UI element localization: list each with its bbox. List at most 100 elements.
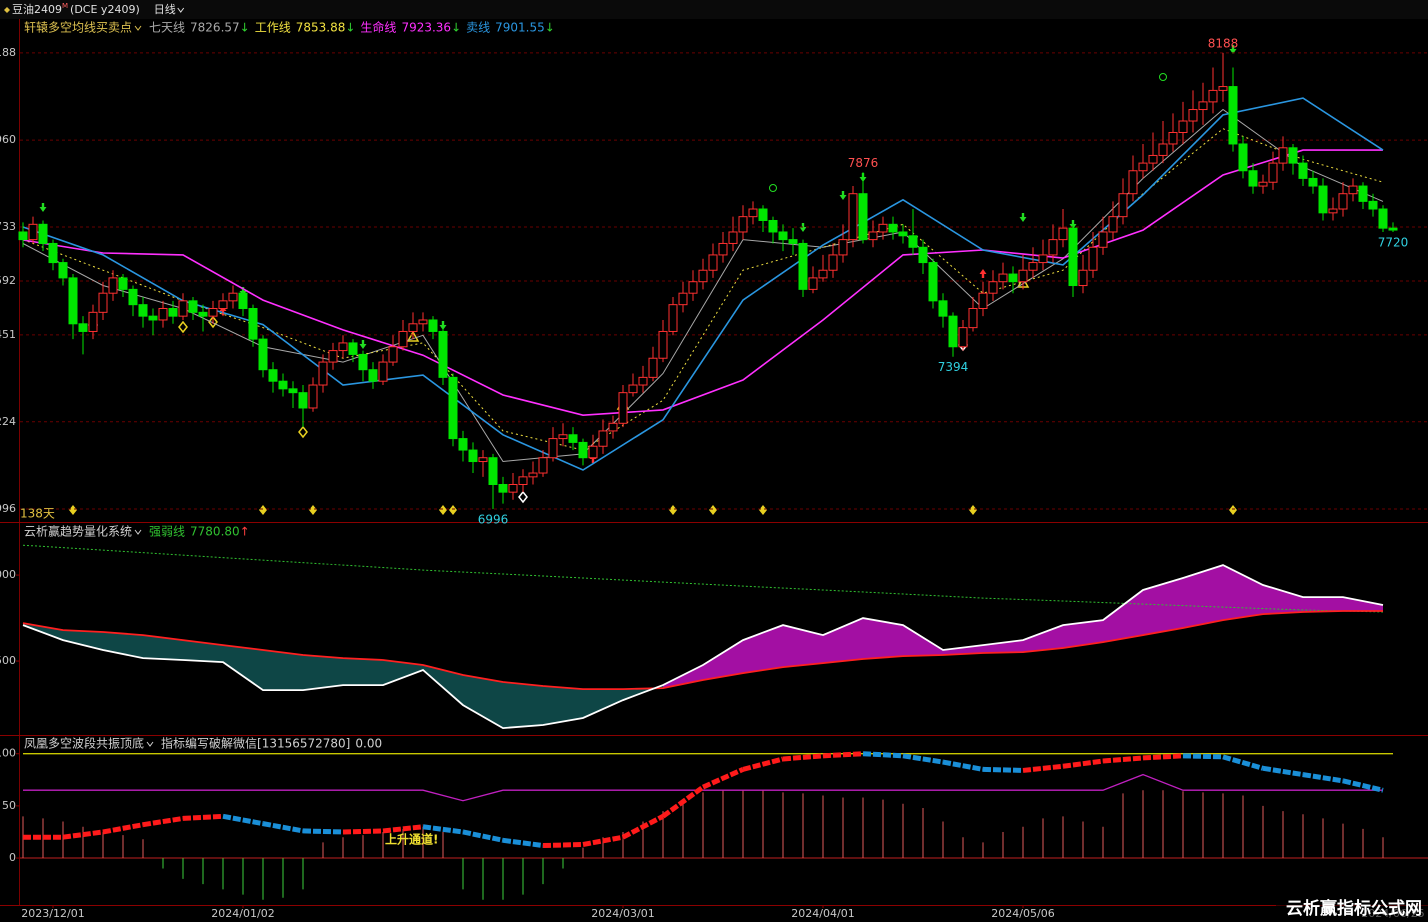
wave-segment	[902, 753, 944, 765]
wave-segment	[1262, 765, 1304, 778]
watermark-backdrop	[1276, 896, 1428, 922]
candle-body	[118, 277, 128, 290]
candle-body	[1378, 208, 1388, 229]
candle-body	[1018, 269, 1028, 283]
price-annotation: 7394	[938, 360, 969, 374]
wave-segment	[862, 751, 904, 759]
wave-segment	[1222, 754, 1264, 771]
y-tick-label: 100	[0, 747, 16, 760]
candle-body	[658, 330, 668, 359]
trend-fill	[423, 665, 463, 706]
candle-body	[1068, 227, 1078, 287]
y-tick-label: 7500	[0, 654, 16, 667]
candle-body	[38, 223, 48, 244]
candle-body	[708, 254, 718, 271]
x-tick-label: 2024/05/06	[991, 907, 1054, 920]
candle-body	[1178, 120, 1188, 133]
candle-body	[918, 246, 928, 264]
candle-body	[318, 361, 328, 386]
moving-average	[22, 108, 1384, 463]
candle-body	[188, 300, 198, 313]
candle-body	[548, 438, 558, 459]
panel-subtitle: 指标编写破解微信[13156572780]	[161, 736, 350, 751]
candle-body	[688, 281, 698, 294]
candle-body	[1208, 89, 1218, 103]
candle-body	[348, 342, 358, 355]
trend-fill	[1143, 577, 1183, 636]
wave-segment	[502, 837, 544, 849]
trend-fill	[63, 630, 103, 651]
candle-body	[768, 219, 778, 233]
trend-fill	[1103, 590, 1143, 643]
candle-body	[638, 376, 648, 386]
trend-line	[22, 610, 1383, 690]
trend-fill	[1023, 625, 1063, 653]
candle-body	[538, 457, 548, 474]
legend-arrow: ↓	[345, 21, 355, 35]
candle-body	[238, 292, 248, 309]
candle-body	[448, 376, 458, 440]
candle-body	[1148, 154, 1158, 164]
wave-segment	[822, 751, 864, 759]
candle-body	[1048, 239, 1058, 256]
candle-body	[888, 223, 898, 233]
symbol-code: (DCE y2409)	[70, 3, 140, 16]
candle-body	[518, 476, 528, 486]
legend-name: 卖线	[466, 21, 490, 35]
candle-body	[158, 307, 168, 321]
candle-body	[728, 231, 738, 244]
x-tick-label: 2023/12/01	[21, 907, 84, 920]
candle-body	[468, 449, 478, 463]
candle-body	[1118, 193, 1128, 218]
candle-body	[1318, 185, 1328, 214]
candle-body	[588, 445, 598, 459]
candle-body	[228, 292, 238, 302]
wave-segment	[1142, 753, 1184, 761]
wave-segment	[701, 767, 745, 790]
wave-segment	[422, 824, 464, 835]
candle-body	[1328, 208, 1338, 214]
candle-body	[418, 319, 428, 325]
trend-fill	[1223, 565, 1263, 621]
candle-body	[168, 307, 178, 317]
header-bar	[0, 0, 1428, 19]
candle-body	[388, 346, 398, 363]
candle-body	[408, 323, 418, 332]
panel-title: 云析赢趋势量化系统	[24, 524, 132, 539]
candle-body	[1238, 143, 1248, 172]
candle-body	[1308, 177, 1318, 187]
candle-body	[458, 438, 468, 451]
wave-segment	[661, 785, 705, 819]
candle-body	[578, 441, 588, 459]
candle-body	[698, 269, 708, 283]
candle-body	[1268, 162, 1278, 183]
legend-arrow: ↓	[240, 21, 250, 35]
candle-body	[788, 239, 798, 244]
wave-segment	[1062, 758, 1104, 769]
candle-body	[978, 292, 988, 309]
y-tick-label: 7592	[0, 274, 16, 287]
candle-body	[198, 311, 208, 317]
trend-fill	[1063, 620, 1103, 648]
wave-segment	[782, 753, 824, 762]
candle-body	[1008, 273, 1018, 283]
dropdown-chevron	[146, 741, 154, 747]
candle-body	[1038, 254, 1048, 264]
candle-body	[1108, 216, 1118, 233]
candle-body	[1078, 269, 1088, 287]
candle-body	[78, 323, 88, 332]
candle-body	[628, 384, 638, 394]
candle-body	[268, 369, 278, 382]
candle-body	[478, 457, 488, 463]
candle-body	[358, 353, 368, 371]
candle-body	[828, 254, 838, 271]
candle-body	[998, 273, 1008, 283]
y-tick-label: 8188	[0, 46, 16, 59]
candle-body	[298, 392, 308, 409]
trend-fill	[863, 618, 903, 659]
wave-segment	[582, 834, 624, 847]
candle-body	[618, 392, 628, 424]
trend-fill	[503, 682, 543, 729]
